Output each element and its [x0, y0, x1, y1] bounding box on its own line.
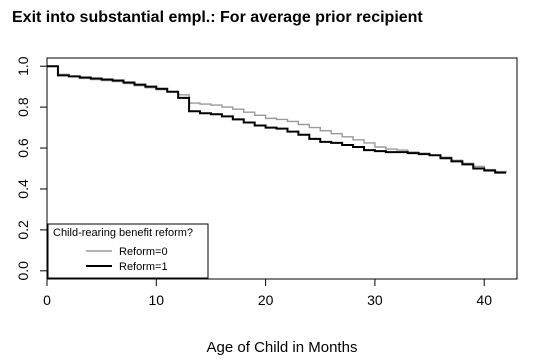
legend-box: [47, 223, 209, 279]
x-axis-label: Age of Child in Months: [207, 339, 358, 356]
x-axis: 0 10 20 30 40: [43, 278, 492, 308]
legend-label: Reform=1: [119, 261, 168, 273]
legend-entries: Reform=0 Reform=1: [86, 246, 168, 273]
y-tick-label: 0.4: [15, 179, 31, 199]
y-tick-label: 0.0: [15, 261, 31, 281]
y-axis: 0.0 0.2 0.4 0.6 0.8 1.0: [15, 56, 48, 281]
series-line-reform-1: [47, 65, 507, 174]
x-tick-label: 10: [149, 292, 165, 308]
chart-title: Exit into substantial empl.: For average…: [12, 9, 423, 26]
legend-title: Child-rearing benefit reform?: [53, 227, 193, 239]
legend: Child-rearing benefit reform? Reform=0Re…: [47, 223, 209, 279]
y-tick-label: 1.0: [15, 56, 31, 76]
series-lines: [47, 65, 507, 174]
x-tick-label: 20: [258, 292, 274, 308]
legend-label: Reform=0: [119, 246, 168, 258]
x-tick-label: 30: [367, 292, 383, 308]
series-line-reform-0: [47, 65, 507, 173]
x-tick-label: 0: [43, 292, 51, 308]
y-tick-label: 0.2: [15, 220, 31, 240]
y-tick-label: 0.8: [15, 97, 31, 117]
y-tick-label: 0.6: [15, 138, 31, 158]
x-tick-label: 40: [476, 292, 492, 308]
